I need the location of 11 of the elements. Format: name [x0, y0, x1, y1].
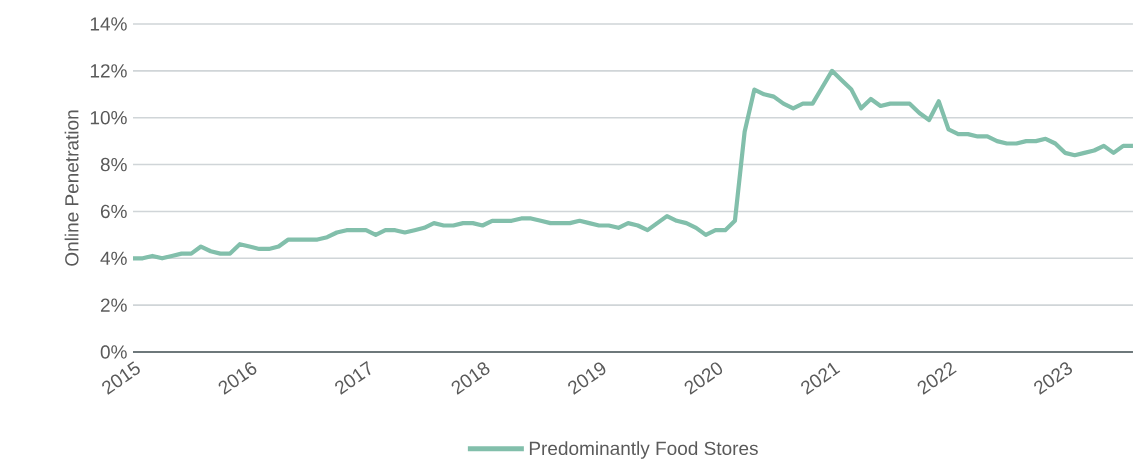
- y-tick-label: 14%: [90, 17, 127, 31]
- y-tick-label: 0%: [100, 345, 127, 359]
- y-tick-label: 4%: [100, 251, 127, 265]
- x-tick-label: 2021: [801, 362, 841, 395]
- y-axis-title: Online Penetration: [64, 110, 79, 266]
- y-tick-label: 2%: [100, 298, 127, 312]
- y-tick-label: 12%: [90, 64, 127, 78]
- y-tick-label: 8%: [100, 157, 127, 172]
- y-tick-label: 6%: [100, 204, 127, 219]
- y-tick-label: 10%: [90, 110, 127, 125]
- legend-label: Predominantly Food Stores: [529, 441, 758, 459]
